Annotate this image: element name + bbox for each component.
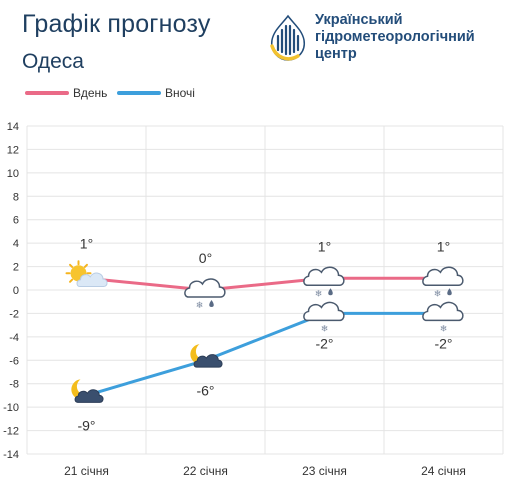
x-tick-label: 22 січня bbox=[183, 464, 228, 478]
city-name: Одеса bbox=[22, 50, 84, 73]
legend-label-day: Вдень bbox=[73, 86, 108, 100]
series-line-night bbox=[86, 311, 444, 397]
org-name-line1: Український bbox=[315, 12, 403, 28]
raindrop-shape bbox=[209, 300, 214, 307]
legend-swatch-night bbox=[117, 91, 161, 95]
snowflake-glyph: ❄ bbox=[440, 324, 448, 334]
cloud-shape bbox=[422, 301, 464, 322]
snowflake-glyph: ❄ bbox=[196, 301, 204, 311]
x-tick-label: 21 січня bbox=[64, 464, 109, 478]
cloud-shape bbox=[76, 272, 108, 288]
y-tick-label: 10 bbox=[7, 168, 19, 180]
y-tick-label: -8 bbox=[9, 379, 19, 391]
cloud-shape bbox=[184, 278, 226, 298]
series-line-day bbox=[86, 276, 444, 292]
org-name-line3: центр bbox=[315, 46, 357, 62]
cloud-snow-rain-icon: ❄ bbox=[303, 266, 345, 299]
y-tick-label: -4 bbox=[9, 332, 19, 344]
data-label-day: 1° bbox=[80, 235, 93, 251]
data-label-day: 1° bbox=[318, 238, 331, 254]
y-tick-label: 2 bbox=[13, 262, 19, 274]
sun-ray bbox=[69, 278, 74, 283]
raindrop-shape bbox=[328, 288, 333, 296]
data-label-day: 0° bbox=[199, 250, 212, 266]
cloud-shape bbox=[303, 301, 345, 322]
x-tick-label: 24 січня bbox=[421, 464, 466, 478]
sun-ray bbox=[83, 263, 88, 268]
y-tick-label: -10 bbox=[3, 402, 19, 414]
legend-item-night[interactable]: Вночі bbox=[117, 86, 195, 100]
data-label-night: -2° bbox=[315, 335, 333, 351]
data-label-night: -6° bbox=[196, 382, 214, 398]
x-tick-label: 23 січня bbox=[302, 464, 347, 478]
cloud-shape bbox=[422, 266, 464, 287]
moon-behind-cloud-icon bbox=[190, 344, 223, 368]
y-tick-label: 6 bbox=[13, 215, 19, 227]
raindrop-shape bbox=[447, 288, 452, 296]
cloud-snow-rain-icon: ❄ bbox=[184, 278, 226, 311]
cloud-shape bbox=[193, 354, 223, 368]
data-label-night: -9° bbox=[77, 417, 95, 433]
org-name-line2: гідрометеорологічний bbox=[315, 29, 475, 45]
chart-title: Графік прогнозу bbox=[22, 10, 211, 38]
y-tick-label: 12 bbox=[7, 144, 19, 156]
sun-behind-cloud-icon bbox=[65, 260, 108, 288]
cloud-shape bbox=[74, 389, 104, 403]
y-tick-label: -14 bbox=[3, 449, 19, 461]
legend-label-night: Вночі bbox=[165, 86, 195, 100]
cloud-snow-icon: ❄ bbox=[422, 301, 464, 334]
moon-shape bbox=[190, 344, 210, 365]
y-tick-label: 14 bbox=[7, 121, 19, 133]
org-name: Український гідрометеорологічний центр bbox=[315, 12, 475, 63]
legend-item-day[interactable]: Вдень bbox=[25, 86, 107, 100]
y-tick-label: 8 bbox=[13, 191, 19, 203]
snowflake-glyph: ❄ bbox=[315, 289, 323, 299]
moon-behind-cloud-icon bbox=[71, 379, 104, 403]
y-tick-label: -12 bbox=[3, 426, 19, 438]
sun-ray bbox=[69, 263, 74, 268]
cloud-snow-icon: ❄ bbox=[303, 301, 345, 334]
cloud-shape bbox=[303, 266, 345, 287]
snowflake-glyph: ❄ bbox=[434, 289, 442, 299]
data-label-night: -2° bbox=[434, 335, 452, 351]
y-tick-label: -6 bbox=[9, 355, 19, 367]
moon-shape bbox=[71, 379, 91, 400]
ukrhydromet-logo-icon bbox=[270, 14, 306, 61]
legend-swatch-day bbox=[25, 91, 69, 95]
snowflake-glyph: ❄ bbox=[321, 324, 329, 334]
cloud-snow-rain-icon: ❄ bbox=[422, 266, 464, 299]
y-tick-label: 4 bbox=[13, 238, 19, 250]
y-tick-label: -2 bbox=[9, 308, 19, 320]
data-label-day: 1° bbox=[437, 238, 450, 254]
y-tick-label: 0 bbox=[13, 285, 19, 297]
